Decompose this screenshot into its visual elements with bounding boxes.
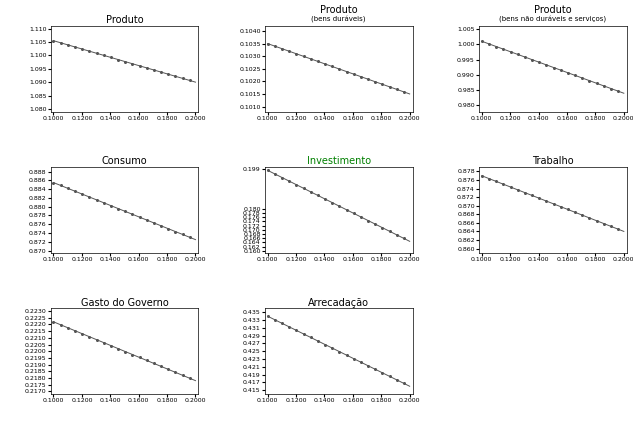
Text: (bens duráveis): (bens duráveis): [311, 16, 366, 23]
Title: Investimento: Investimento: [306, 156, 371, 166]
Title: Produto: Produto: [106, 15, 143, 25]
Text: Produto: Produto: [534, 5, 572, 15]
Title: Arrecadação: Arrecadação: [308, 297, 369, 308]
Text: (bens não duráveis e serviços): (bens não duráveis e serviços): [499, 16, 606, 23]
Text: Produto: Produto: [320, 5, 358, 15]
Title: Gasto do Governo: Gasto do Governo: [80, 297, 168, 308]
Title: Trabalho: Trabalho: [532, 156, 573, 166]
Title: Consumo: Consumo: [102, 156, 147, 166]
